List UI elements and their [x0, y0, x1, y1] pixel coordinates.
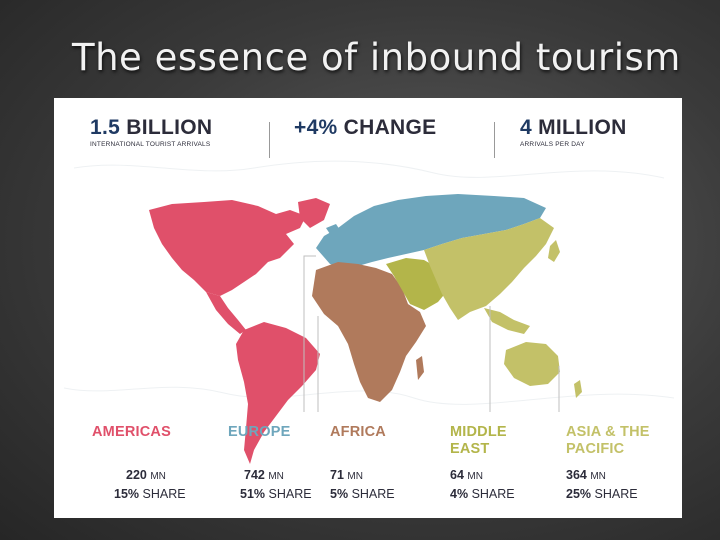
stat-change-number: +4%	[294, 116, 338, 139]
southeast-asia-shape	[484, 308, 530, 334]
region-share-africa: 5% SHARE	[330, 487, 395, 501]
region-name-africa: AFRICA	[330, 424, 386, 440]
stat-daily-arrivals: 4 MILLION ARRIVALS PER DAY	[520, 116, 627, 148]
region-shape-europe	[316, 194, 546, 268]
region-shape-africa	[312, 262, 426, 402]
stat-change-unit: CHANGE	[343, 116, 437, 139]
header-divider	[269, 122, 270, 158]
europe-shape	[316, 194, 546, 268]
region-share-europe: 51% SHARE	[240, 487, 312, 501]
slide-title: The essence of inbound tourism	[72, 36, 681, 79]
greenland-shape	[298, 198, 330, 228]
stat-total-caption: INTERNATIONAL TOURIST ARRIVALS	[90, 141, 211, 148]
new-zealand-shape	[574, 380, 582, 398]
stat-daily-unit: MILLION	[538, 116, 627, 139]
region-name-americas: AMERICAS	[92, 424, 171, 440]
iceland-shape	[326, 224, 340, 234]
region-arrivals-europe: 742 MN	[244, 468, 284, 482]
japan-shape	[548, 240, 560, 262]
region-name-europe: EUROPE	[228, 424, 291, 440]
asia-shape	[424, 218, 554, 320]
header-divider	[494, 122, 495, 158]
region-share-asia-pacific: 25% SHARE	[566, 487, 638, 501]
region-africa: AFRICA 71 MN 5% SHARE	[330, 424, 430, 501]
region-europe: EUROPE 742 MN 51% SHARE	[228, 424, 328, 501]
stat-total-unit: BILLION	[126, 116, 213, 139]
world-map	[63, 160, 675, 464]
region-arrivals-africa: 71 MN	[330, 468, 363, 482]
region-asia-pacific: ASIA & THE PACIFIC 364 MN 25% SHARE	[566, 424, 676, 501]
map-background-outline	[63, 160, 675, 405]
stat-daily-number: 4	[520, 116, 532, 139]
central-america-shape	[206, 292, 246, 334]
region-arrivals-americas: 220 MN	[126, 468, 166, 482]
region-name-middle-east: MIDDLE EAST	[450, 424, 507, 457]
region-arrivals-middle-east: 64 MN	[450, 468, 483, 482]
region-americas: AMERICAS 220 MN 15% SHARE	[92, 424, 222, 501]
region-name-asia-pacific: ASIA & THE PACIFIC	[566, 424, 650, 457]
leader-lines	[303, 255, 560, 412]
region-middle-east: MIDDLE EAST 64 MN 4% SHARE	[450, 424, 550, 501]
region-share-middle-east: 4% SHARE	[450, 487, 515, 501]
americas-north-shape	[149, 200, 306, 296]
region-shape-asia-pacific	[424, 218, 582, 398]
australia-shape	[504, 342, 560, 386]
stat-daily-caption: ARRIVALS PER DAY	[520, 141, 585, 148]
stat-total-arrivals: 1.5 BILLION INTERNATIONAL TOURIST ARRIVA…	[90, 116, 212, 148]
region-shape-americas	[149, 198, 330, 464]
europe-leader-line	[303, 255, 316, 412]
madagascar-shape	[416, 356, 424, 380]
stat-total-number: 1.5	[90, 116, 121, 139]
stat-change: +4% CHANGE	[294, 116, 436, 140]
infographic-card: 1.5 BILLION INTERNATIONAL TOURIST ARRIVA…	[54, 98, 682, 518]
region-share-americas: 15% SHARE	[114, 487, 186, 501]
americas-south-shape	[236, 322, 320, 464]
region-arrivals-asia-pacific: 364 MN	[566, 468, 606, 482]
